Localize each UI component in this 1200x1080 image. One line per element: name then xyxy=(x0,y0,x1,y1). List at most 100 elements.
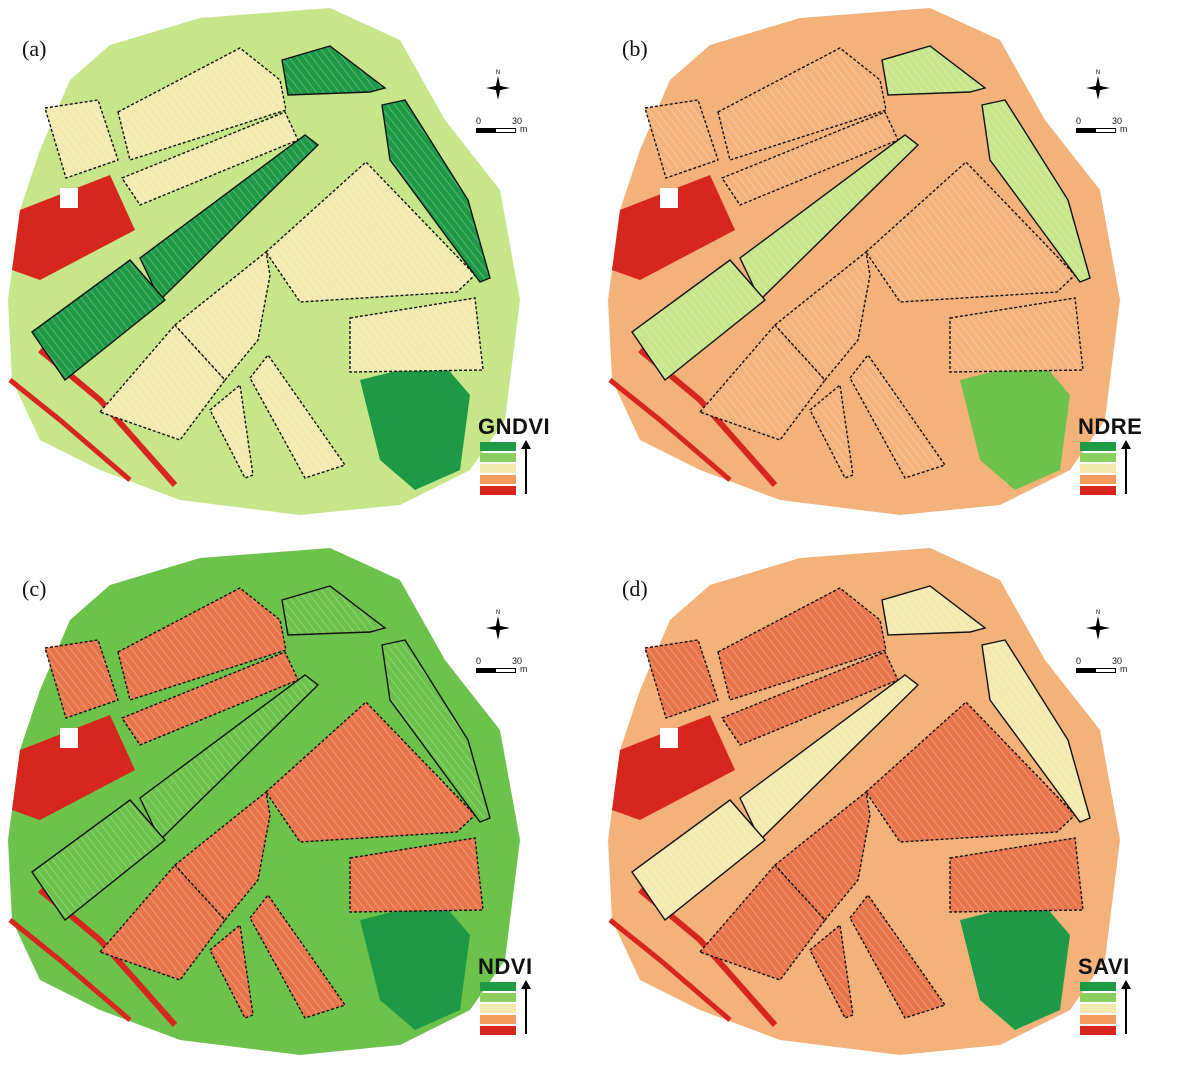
scale-end: 30 xyxy=(1112,116,1123,126)
road xyxy=(8,918,132,1022)
field-dashed-outline xyxy=(644,639,719,719)
scale-unit: m xyxy=(1120,664,1128,674)
index-title: NDVI xyxy=(478,954,533,979)
legend-swatch xyxy=(480,486,516,495)
map-panel-ndvi: (c) N 0 30 m NDVI xyxy=(0,540,600,1080)
legend-swatch xyxy=(480,464,516,473)
legend-swatch xyxy=(1080,475,1116,484)
panel-label: (a) xyxy=(22,36,47,61)
legend-swatch xyxy=(480,453,516,462)
field-dashed-outline xyxy=(173,250,271,382)
scale-bar: 0 30 m xyxy=(476,656,536,676)
field-solid-outline xyxy=(31,799,167,922)
scale-end: 30 xyxy=(512,116,523,126)
scale-start: 0 xyxy=(476,116,482,126)
field-dashed-outline xyxy=(117,47,287,161)
svg-text:N: N xyxy=(1096,70,1100,76)
field-solid-outline xyxy=(281,585,387,636)
legend-swatch xyxy=(480,475,516,484)
increase-arrow-icon xyxy=(521,440,531,494)
field-dashed-outline xyxy=(698,863,826,981)
field-solid-outline xyxy=(881,45,987,96)
road xyxy=(608,378,732,482)
building xyxy=(60,188,78,208)
field-solid-outline xyxy=(631,259,767,382)
scale-bar: 0 30 m xyxy=(1076,116,1136,136)
field-dashed-outline xyxy=(865,161,1076,303)
field-dashed-outline xyxy=(865,701,1076,843)
legend-swatch xyxy=(480,982,516,991)
farmstead xyxy=(612,715,735,820)
index-title: NDRE xyxy=(1078,414,1143,439)
field-dashed-outline xyxy=(698,323,826,441)
field-dashed-outline xyxy=(209,923,254,1019)
legend-swatch xyxy=(480,1015,516,1024)
legend-swatch xyxy=(1080,442,1116,451)
legend-swatch xyxy=(1080,993,1116,1002)
scale-start: 0 xyxy=(1076,656,1082,666)
legend-swatch xyxy=(1080,464,1116,473)
increase-arrow-icon xyxy=(1121,980,1131,1034)
field-dashed-outline xyxy=(773,790,871,922)
field-solid-outline xyxy=(881,585,987,636)
svg-text:N: N xyxy=(1096,610,1100,616)
field-dashed-outline xyxy=(717,47,887,161)
panel-label: (c) xyxy=(22,576,47,601)
scale-start: 0 xyxy=(1076,116,1082,126)
field-dashed-outline xyxy=(849,353,947,479)
color-legend xyxy=(480,442,516,497)
north-arrow-icon: N xyxy=(1078,608,1118,648)
field-dashed-outline xyxy=(349,837,484,913)
index-title: SAVI xyxy=(1078,954,1130,979)
field-dashed-outline xyxy=(249,353,347,479)
field-dashed-outline xyxy=(265,701,476,843)
legend-swatch xyxy=(480,1026,516,1035)
north-arrow-icon: N xyxy=(478,608,518,648)
building xyxy=(660,188,678,208)
legend-swatch xyxy=(1080,982,1116,991)
field-dashed-outline xyxy=(809,383,854,479)
building xyxy=(660,728,678,748)
field-map xyxy=(8,8,520,515)
scale-bar: 0 30 m xyxy=(1076,656,1136,676)
farmstead xyxy=(12,175,135,280)
legend-swatch xyxy=(1080,1004,1116,1013)
field-dashed-outline xyxy=(117,587,287,701)
field-dashed-outline xyxy=(265,161,476,303)
field-dashed-outline xyxy=(98,863,226,981)
field-solid-outline xyxy=(631,799,767,922)
legend-swatch xyxy=(480,442,516,451)
field-dashed-outline xyxy=(949,297,1084,373)
panel-label: (b) xyxy=(622,36,648,61)
field-solid-outline xyxy=(31,259,167,382)
increase-arrow-icon xyxy=(1121,440,1131,494)
scale-unit: m xyxy=(1120,124,1128,134)
increase-arrow-icon xyxy=(521,980,531,1034)
svg-text:N: N xyxy=(496,70,500,76)
field-map xyxy=(608,548,1120,1055)
legend-swatch xyxy=(1080,1015,1116,1024)
field-dashed-outline xyxy=(717,587,887,701)
building xyxy=(60,728,78,748)
scale-bar: 0 30 m xyxy=(476,116,536,136)
scale-end: 30 xyxy=(1112,656,1123,666)
field-dashed-outline xyxy=(949,837,1084,913)
farmstead xyxy=(612,175,735,280)
field-dashed-outline xyxy=(349,297,484,373)
field-dashed-outline xyxy=(209,383,254,479)
field-solid-outline xyxy=(381,99,491,283)
field-solid-outline xyxy=(981,99,1091,283)
scale-end: 30 xyxy=(512,656,523,666)
legend-swatch xyxy=(480,993,516,1002)
panel-label: (d) xyxy=(622,576,648,601)
woodland xyxy=(360,900,470,1030)
field-dashed-outline xyxy=(809,923,854,1019)
svg-text:N: N xyxy=(496,610,500,616)
road xyxy=(608,918,732,1022)
scale-unit: m xyxy=(520,664,528,674)
farmstead xyxy=(12,715,135,820)
legend-swatch xyxy=(480,1004,516,1013)
scale-unit: m xyxy=(520,124,528,134)
north-arrow-icon: N xyxy=(478,68,518,108)
field-dashed-outline xyxy=(249,893,347,1019)
